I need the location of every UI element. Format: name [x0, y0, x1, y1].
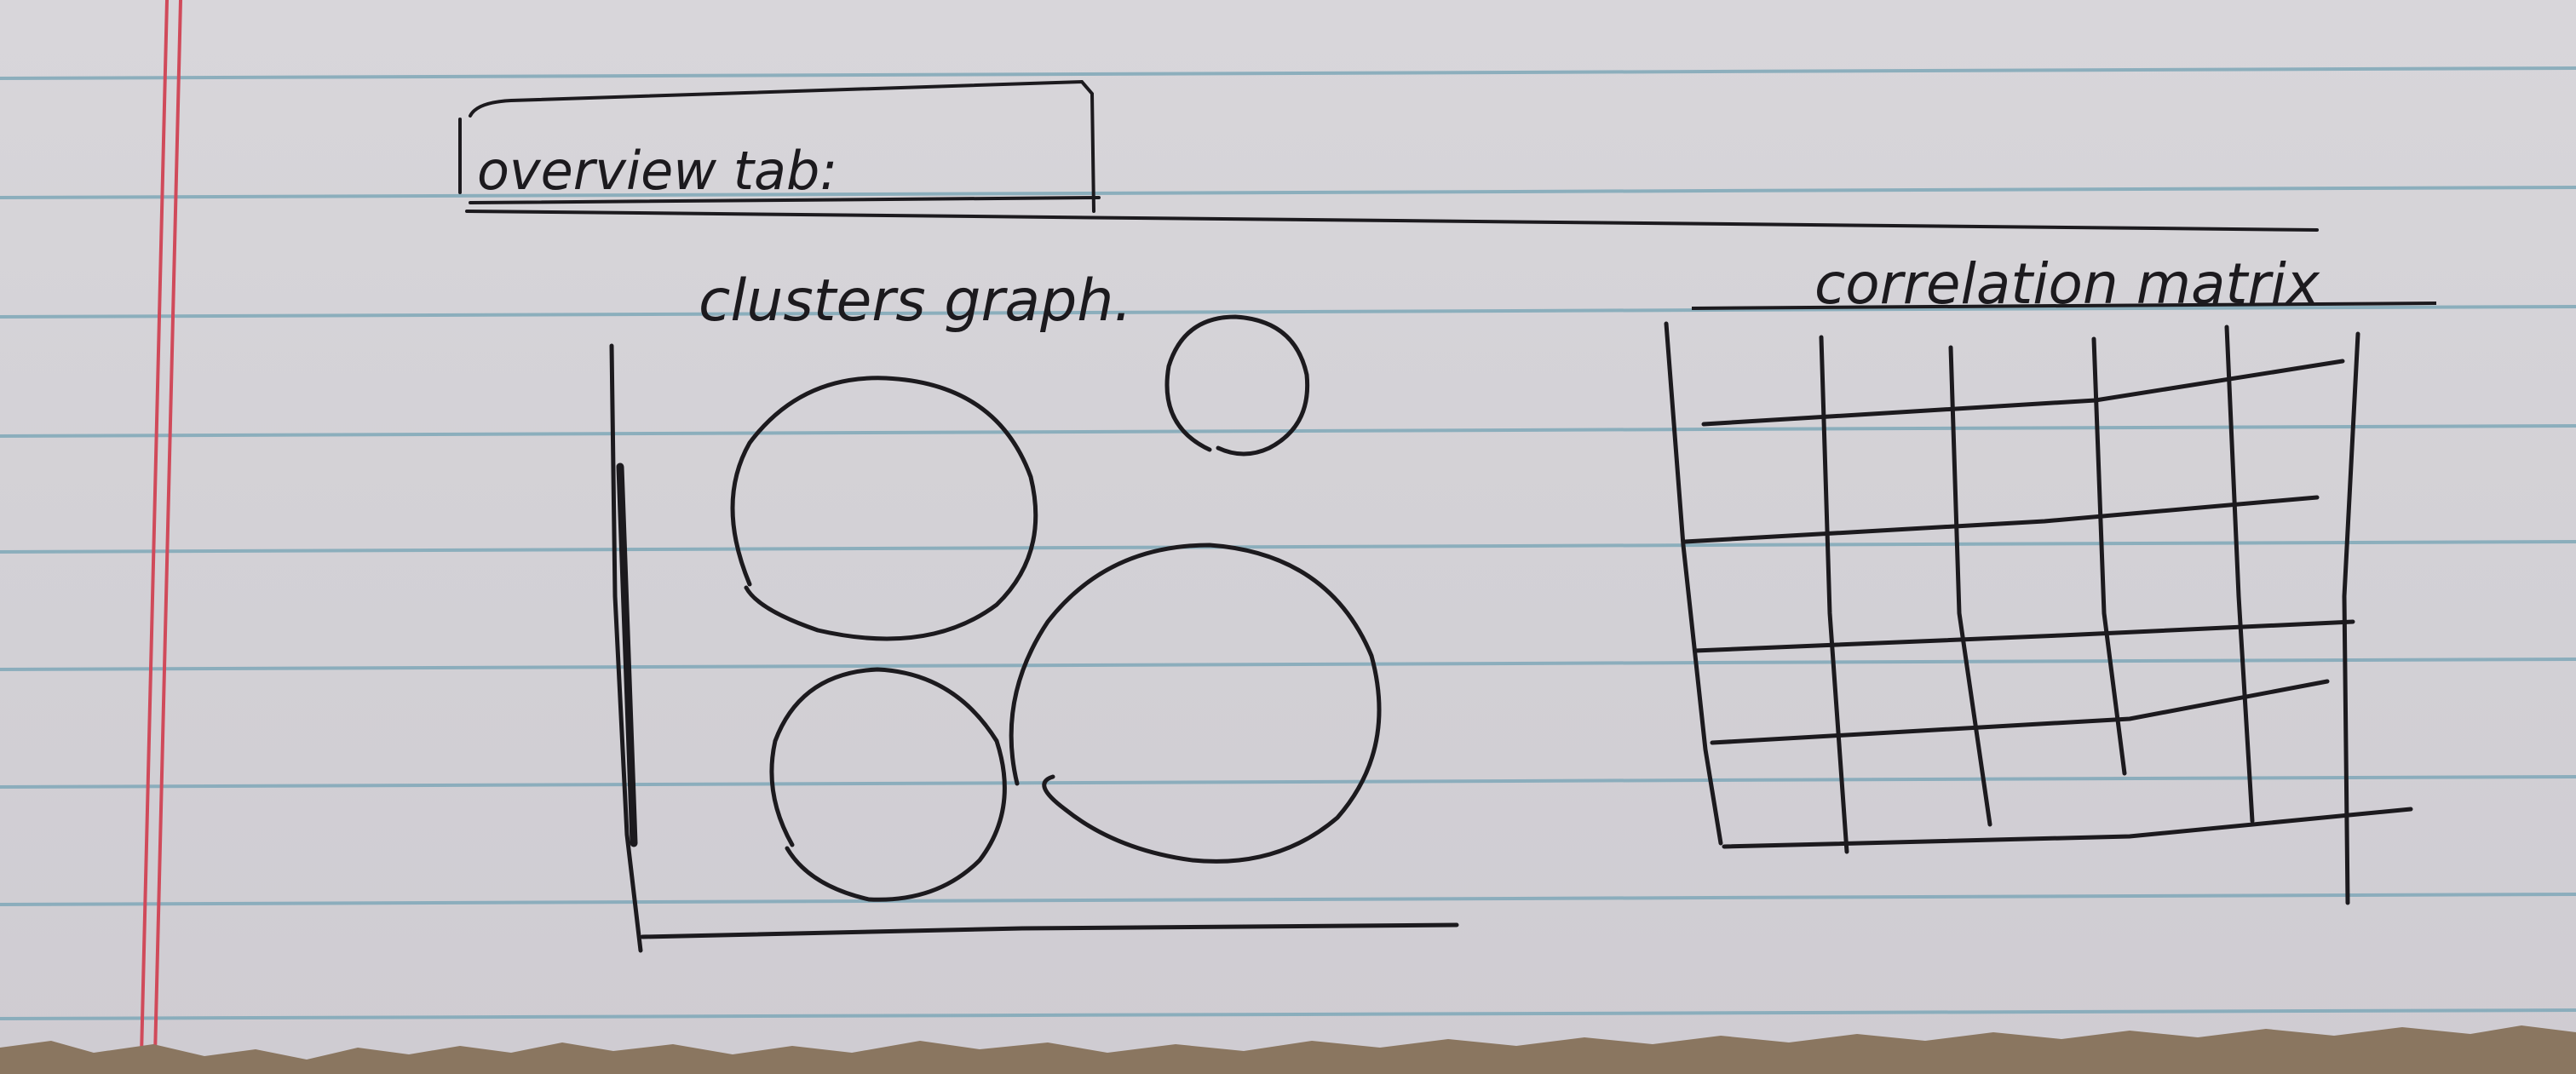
heading-box [458, 79, 2319, 232]
correlation-matrix-grid [1664, 321, 2413, 905]
cluster-bubble-small-top [1164, 314, 1310, 457]
matrix-title-underline [1691, 302, 2437, 310]
cluster-bubble-large-bottom [1009, 543, 1382, 864]
cluster-bubble-small-bottom [769, 667, 1007, 902]
clusters-graph-axes [609, 343, 1459, 953]
cluster-bubbles [730, 314, 1382, 902]
ruled-lines [0, 66, 2576, 1020]
torn-edge [0, 1025, 2576, 1074]
cluster-bubble-large-top [730, 376, 1038, 641]
heading-text: overview tab: [477, 140, 837, 202]
margin-lines [140, 0, 182, 1057]
clusters-graph-title: clusters graph. [699, 267, 1132, 335]
